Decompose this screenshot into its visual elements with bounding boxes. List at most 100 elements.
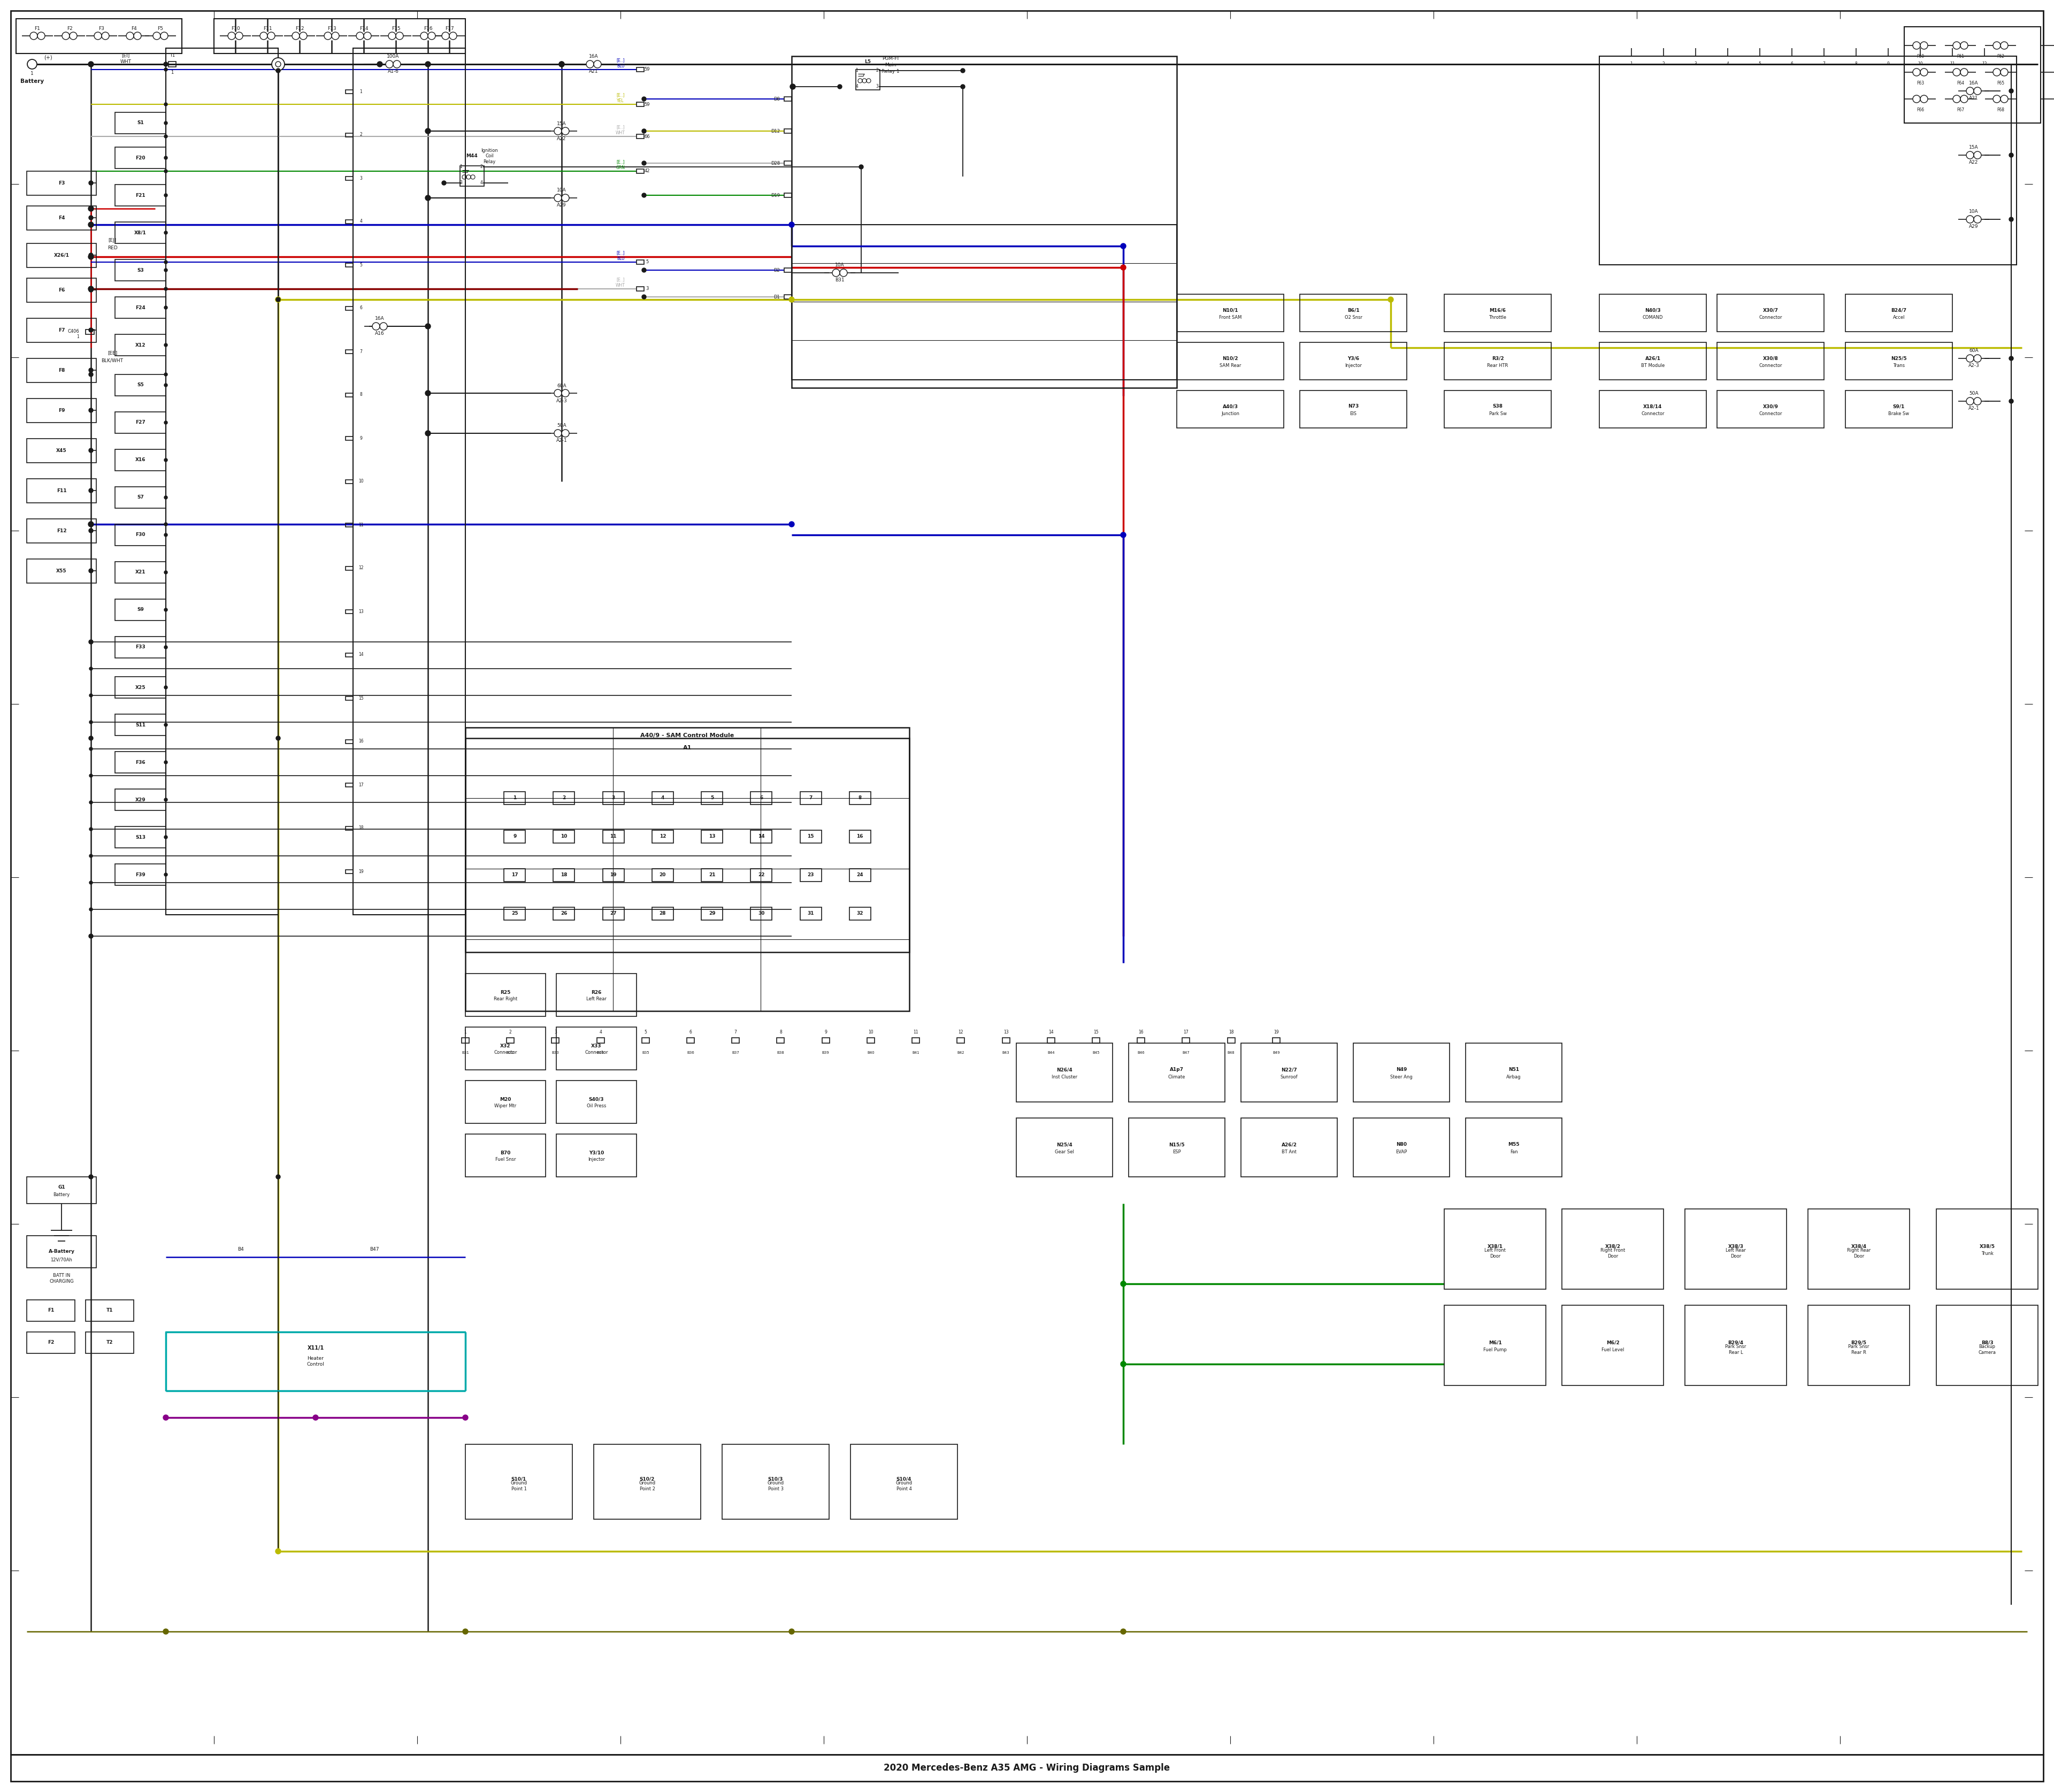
Text: O2 Snsr: O2 Snsr [1345,315,1362,319]
Text: Front SAM: Front SAM [1218,315,1241,319]
Text: Park Sw: Park Sw [1489,410,1506,416]
Circle shape [641,97,647,100]
Text: 3: 3 [359,176,362,181]
Text: F1: F1 [35,25,41,30]
Circle shape [164,102,168,106]
Text: 12V/70Ah: 12V/70Ah [51,1258,72,1262]
Text: Connector: Connector [1758,315,1783,319]
Circle shape [88,222,92,228]
Circle shape [1992,41,2001,48]
Bar [731,1038,739,1043]
Bar [822,1038,830,1043]
Bar [1600,391,1707,428]
Circle shape [1966,355,1974,362]
Text: 1: 1 [857,68,859,73]
Text: 14: 14 [359,652,364,658]
Text: [EI]: [EI] [121,54,129,57]
Text: 7: 7 [735,1030,737,1034]
Bar [651,869,674,882]
Circle shape [164,122,168,125]
Text: Climate: Climate [1169,1075,1185,1079]
Text: A40/9 - SAM Control Module: A40/9 - SAM Control Module [641,733,733,738]
Text: F66: F66 [1916,108,1925,113]
Text: 6: 6 [359,306,362,310]
Text: F67: F67 [1957,108,1964,113]
Bar [345,566,353,570]
Text: A21: A21 [589,70,598,73]
Circle shape [160,32,168,39]
Text: X30/8: X30/8 [1762,357,1779,360]
Text: F3: F3 [58,181,66,186]
Bar [637,134,645,138]
Text: 10A: 10A [1970,210,1978,215]
Text: D8: D8 [774,97,781,102]
Text: N22/7: N22/7 [1282,1068,1296,1072]
Circle shape [641,294,647,299]
Text: X33: X33 [592,1043,602,1048]
Text: A1: A1 [684,745,692,751]
Text: 8: 8 [1855,61,1857,66]
Bar [1002,1038,1011,1043]
Bar [115,677,166,699]
Circle shape [1966,398,1974,405]
Text: S3: S3 [138,267,144,272]
Circle shape [164,607,168,611]
Circle shape [641,129,647,133]
Text: 17: 17 [359,783,364,787]
Text: X38/4: X38/4 [1851,1244,1867,1249]
Text: X38/2: X38/2 [1604,1244,1621,1249]
Text: Y3/10: Y3/10 [589,1150,604,1156]
Text: Fuel Level: Fuel Level [1602,1348,1625,1351]
Text: [E..]
GRN: [E..] GRN [616,159,624,170]
Text: F21: F21 [136,194,146,197]
Text: N10/1: N10/1 [1222,308,1239,312]
Text: 4: 4 [1727,61,1729,66]
Text: B47: B47 [1183,1052,1189,1054]
Text: F15: F15 [392,25,401,30]
Circle shape [88,694,92,697]
Text: B31: B31 [836,278,844,283]
Text: 13: 13 [709,835,715,839]
Bar [27,206,97,229]
Circle shape [1966,151,1974,159]
Text: 10: 10 [359,478,364,484]
Text: F33: F33 [136,645,146,650]
Bar [1177,391,1284,428]
Text: 1: 1 [170,70,175,75]
Text: A16: A16 [376,332,384,337]
Text: 17: 17 [511,873,518,878]
Bar [1128,1043,1224,1102]
Bar [785,161,791,165]
Text: 16: 16 [1138,1030,1144,1034]
Text: X25: X25 [136,685,146,690]
Circle shape [555,389,561,396]
Text: Injector: Injector [587,1158,606,1163]
Text: Main: Main [885,63,896,68]
Text: S10/1: S10/1 [511,1477,526,1482]
Circle shape [425,195,431,201]
Circle shape [325,32,331,39]
Bar [115,525,166,545]
Bar [27,1177,97,1204]
Text: 15A: 15A [1970,145,1978,151]
Bar [27,1236,97,1267]
Circle shape [164,835,168,839]
Text: B4: B4 [238,1247,244,1253]
Text: X38/3: X38/3 [1727,1244,1744,1249]
Text: 16A: 16A [1970,81,1978,86]
Text: 8: 8 [359,392,362,398]
Text: 5: 5 [645,1030,647,1034]
Bar [503,907,526,919]
Text: F2: F2 [66,25,72,30]
Circle shape [2009,217,2013,222]
Text: D28: D28 [770,161,781,165]
Text: A29: A29 [1970,224,1978,229]
Text: 30: 30 [758,912,764,916]
Circle shape [267,32,275,39]
Bar [1684,1305,1787,1385]
Text: 1: 1 [359,90,362,93]
Text: 19: 19 [610,873,616,878]
Bar [1904,27,2040,124]
Bar [1717,294,1824,332]
Text: X12: X12 [136,342,146,348]
